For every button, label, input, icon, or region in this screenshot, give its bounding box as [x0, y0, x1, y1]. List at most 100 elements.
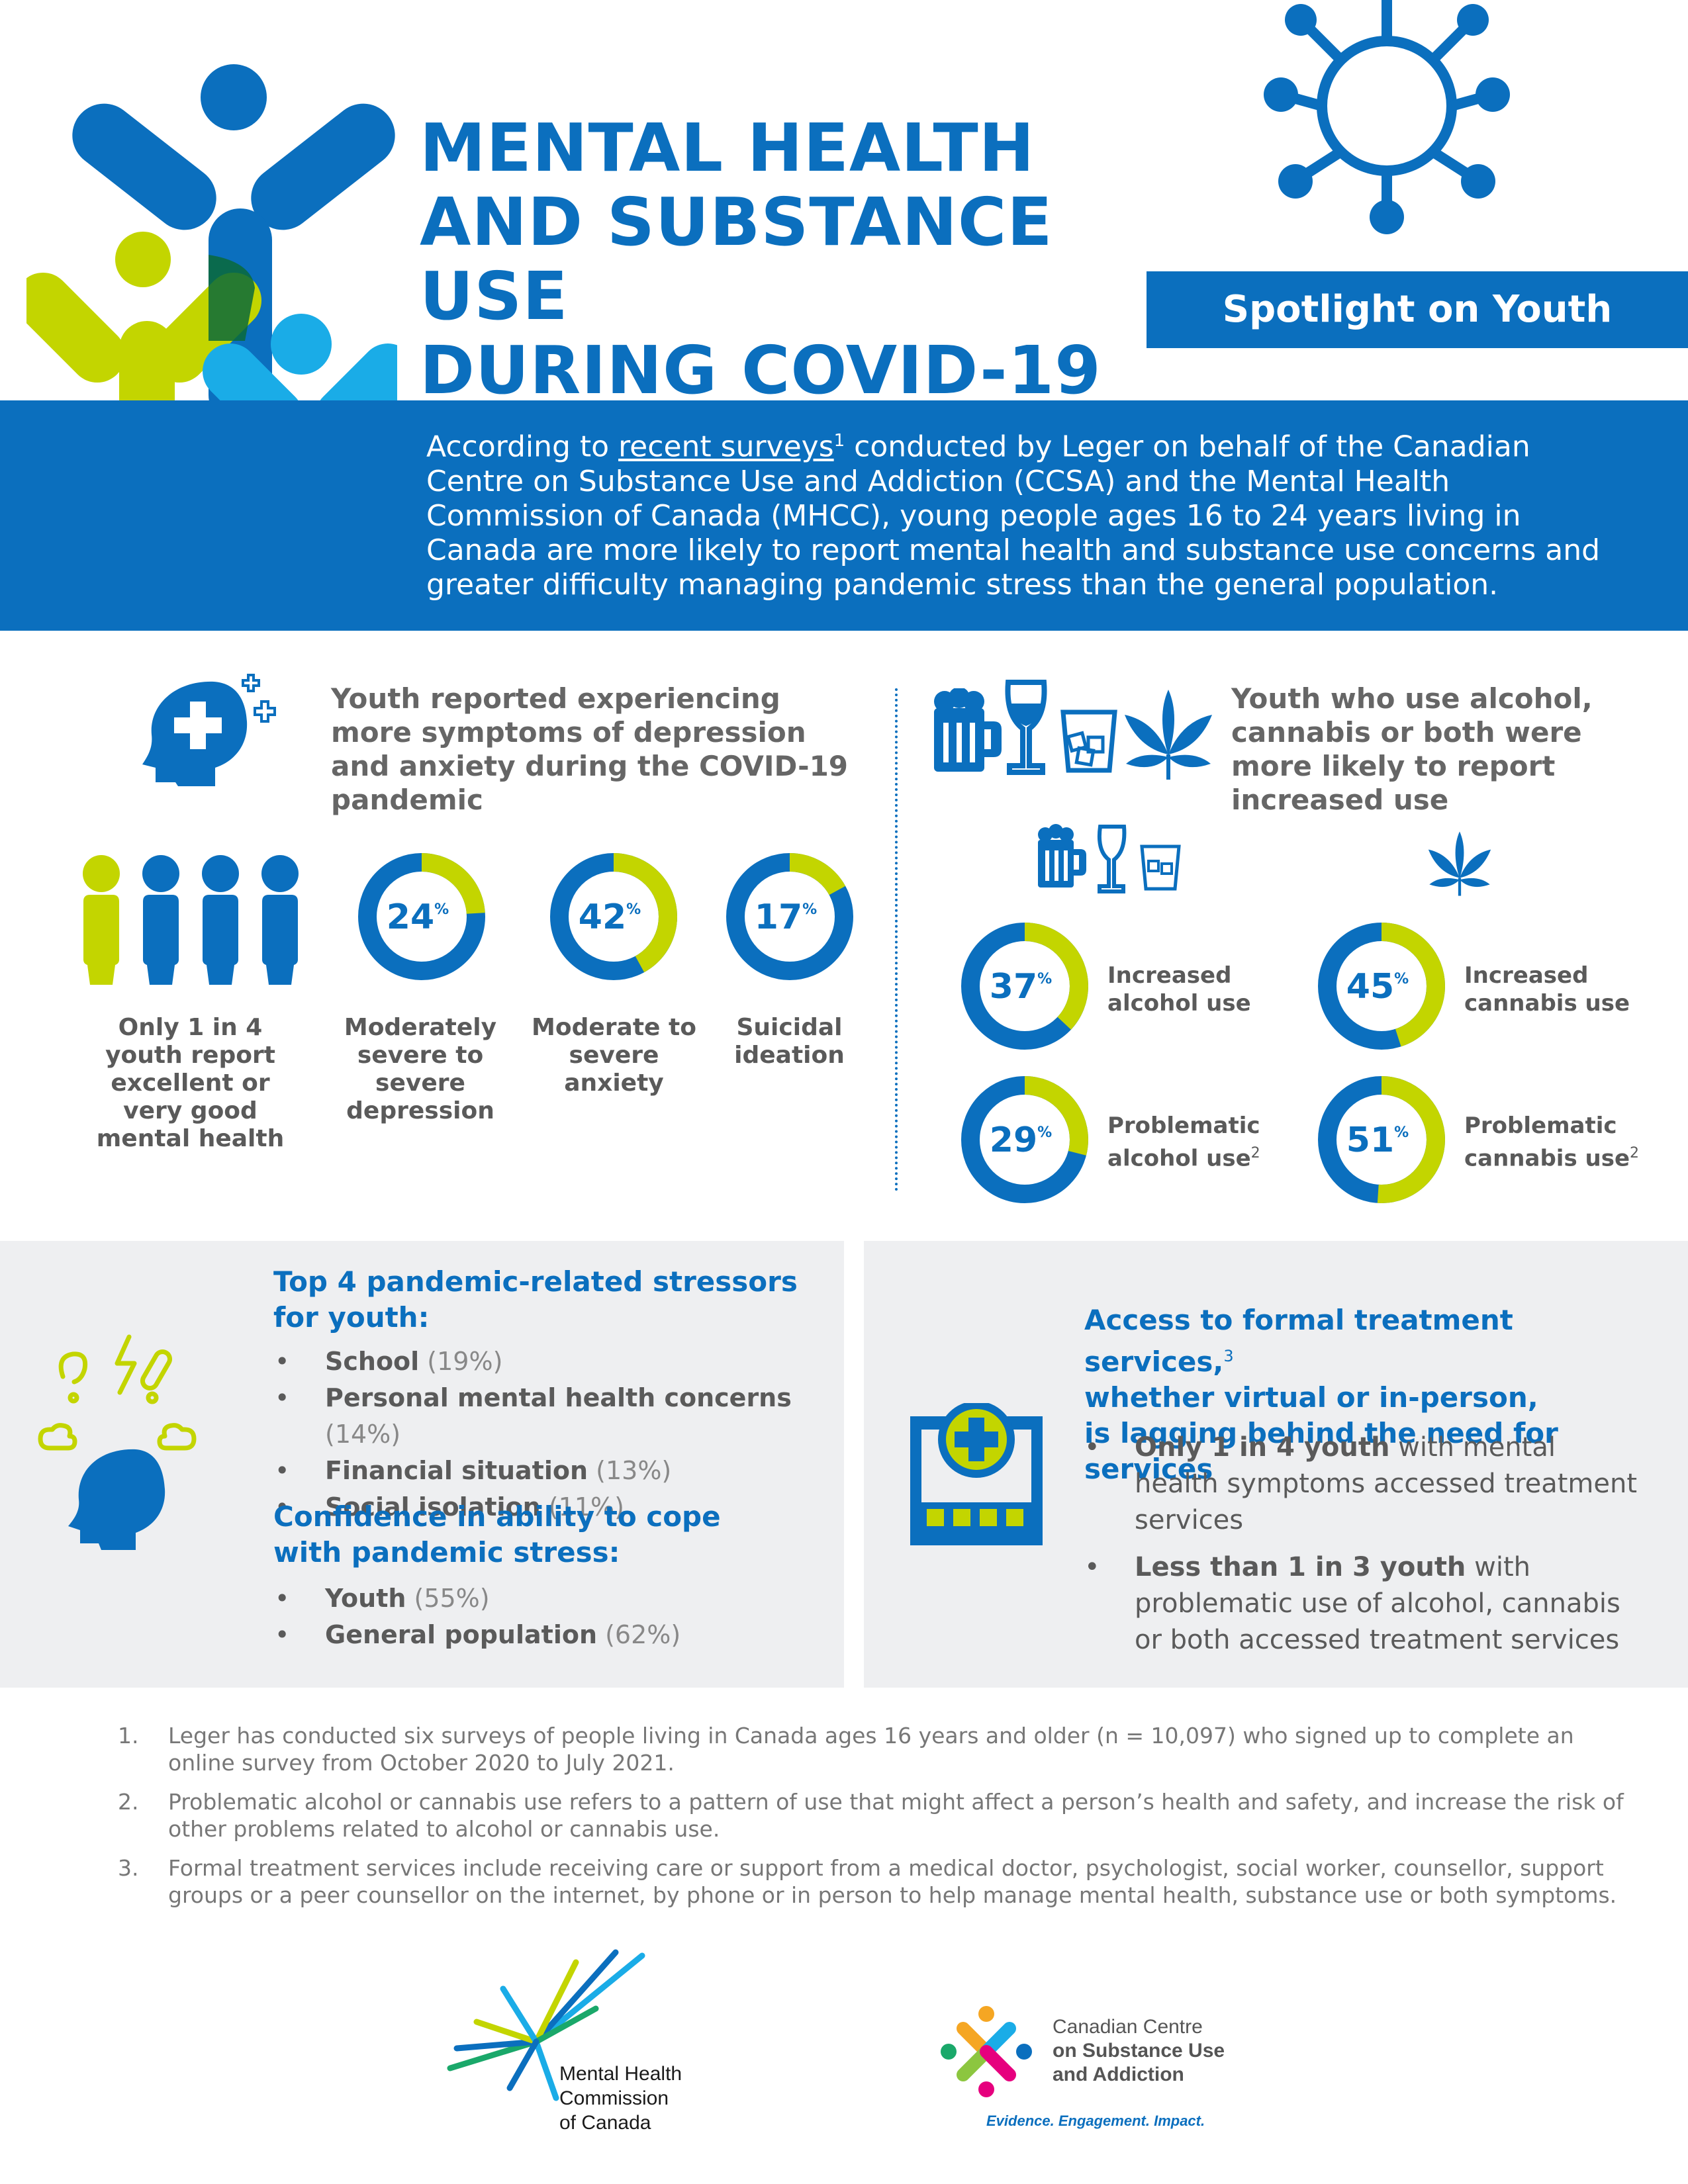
footnote-ref-2-alcohol: 2: [1250, 1145, 1260, 1161]
donut-suicidal: 17%: [726, 853, 853, 980]
mhcc-line-2: Commission: [559, 2087, 669, 2109]
stressors-heading: Top 4 pandemic-related stressors for you…: [273, 1264, 816, 1336]
increased-cannabis-label: Increased cannabis use: [1464, 962, 1630, 1017]
cope-list: Youth (55%) General population (62%): [275, 1580, 831, 1653]
list-item: Less than 1 in 3 youth with problematic …: [1084, 1549, 1640, 1659]
access-heading-line-1: Access to formal treatment services,: [1084, 1304, 1513, 1378]
stressor-label: School: [325, 1347, 420, 1376]
access-item-bold: Only 1 in 4 youth: [1135, 1432, 1390, 1463]
intro-text-rest: conducted by Leger on behalf of the Cana…: [426, 430, 1601, 602]
cannabis-leaf-icon: [1125, 690, 1212, 780]
people-label: Only 1 in 4 youth report excellent or ve…: [96, 1014, 285, 1152]
ccsa-logo-mark: [941, 2006, 1032, 2097]
footnote-number: 1.: [118, 1723, 139, 1749]
wine-glass-icon: [1005, 680, 1047, 775]
donut-increased-cannabis: 45%: [1318, 923, 1445, 1050]
footnote-text: Formal treatment services include receiv…: [168, 1855, 1617, 1908]
list-item: General population (62%): [275, 1617, 831, 1653]
footnote-ref-2-cannabis: 2: [1630, 1145, 1640, 1161]
donut-value-label: 29%: [990, 1120, 1052, 1160]
spotlight-banner: Spotlight on Youth: [1147, 271, 1688, 348]
whisky-glass-icon: [1060, 709, 1117, 773]
donut-value-label: 37%: [990, 967, 1052, 1007]
head-health-icon: [142, 674, 276, 786]
cope-heading-line-2: with pandemic stress:: [273, 1536, 620, 1569]
footnote-2: 2. Problematic alcohol or cannabis use r…: [118, 1788, 1627, 1843]
access-heading-line-2: whether virtual or in-person,: [1084, 1381, 1538, 1414]
footnote-ref-1: 1: [833, 431, 845, 451]
footnote-ref-3: 3: [1223, 1347, 1234, 1365]
ccsa-line-2: on Substance Use: [1053, 2040, 1225, 2062]
mhcc-logo-text: Mental Health Commission of Canada: [559, 2062, 682, 2135]
increased-alcohol-label-line-2: alcohol use: [1107, 990, 1251, 1017]
section-divider: [895, 688, 898, 1191]
cope-pct: (55%): [414, 1584, 490, 1613]
suicidal-label: Suicidal ideation: [734, 1014, 845, 1069]
donut-value-label: 17%: [755, 897, 817, 937]
increased-cannabis-label-line-1: Increased: [1464, 962, 1589, 989]
list-item: Youth (55%): [275, 1580, 831, 1617]
list-item: Only 1 in 4 youth with mental health sym…: [1084, 1430, 1640, 1539]
stressors-heading-line-2: for youth:: [273, 1301, 430, 1334]
stressor-label: Financial situation: [325, 1456, 588, 1485]
donut-value-arc: [961, 923, 1088, 1050]
increased-alcohol-label-line-1: Increased: [1107, 962, 1232, 989]
cannabis-leaf-icon-small: [1428, 831, 1491, 896]
problematic-alcohol-label-line-2: alcohol use: [1107, 1145, 1251, 1172]
donut-value-label: 51%: [1346, 1120, 1409, 1160]
access-item-text: with mental health symptoms accessed tre…: [1135, 1432, 1638, 1535]
donut-anxiety: 42%: [550, 853, 677, 980]
footnote-1: 1. Leger has conducted six surveys of pe…: [118, 1722, 1627, 1776]
stressor-pct: (14%): [325, 1420, 401, 1449]
ccsa-logo-text: Canadian Centre on Substance Use and Add…: [1053, 2015, 1225, 2087]
mhcc-logo-burst: [447, 1949, 645, 2101]
ccsa-line-3: and Addiction: [1053, 2064, 1184, 2085]
title-line-3: DURING COVID-19: [420, 332, 1102, 409]
increased-cannabis-label-line-2: cannabis use: [1464, 990, 1630, 1017]
cope-label: Youth: [325, 1584, 406, 1613]
ccsa-tagline: Evidence. Engagement. Impact.: [986, 2113, 1205, 2129]
intro-band: [0, 400, 1688, 631]
access-item-text: with problematic use of alcohol, cannabi…: [1135, 1552, 1620, 1655]
page-title: MENTAL HEALTH AND SUBSTANCE USE DURING C…: [420, 111, 1181, 408]
cope-heading-line-1: Confidence in ability to cope: [273, 1500, 721, 1533]
problematic-cannabis-label-line-1: Problematic: [1464, 1113, 1617, 1139]
donut-increased-alcohol: 37%: [961, 923, 1088, 1050]
title-line-2: AND SUBSTANCE USE: [420, 183, 1053, 335]
stressors-heading-line-1: Top 4 pandemic-related stressors: [273, 1265, 798, 1298]
recent-surveys-link[interactable]: recent surveys: [618, 430, 834, 464]
donut-problematic-cannabis: 51%: [1318, 1076, 1445, 1203]
stressors-list: School (19%) Personal mental health conc…: [275, 1343, 831, 1525]
alcohol-icons-small: [1038, 824, 1181, 893]
substance-heading: Youth who use alcohol, cannabis or both …: [1231, 682, 1593, 816]
footnote-number: 2.: [118, 1789, 139, 1815]
donut-value-arc: [358, 853, 485, 980]
footnote-3: 3. Formal treatment services include rec…: [118, 1854, 1627, 1909]
donut-value-arc: [1318, 1076, 1445, 1203]
depression-label: Moderately severe to severe depression: [344, 1014, 497, 1124]
footnote-number: 3.: [118, 1855, 139, 1881]
mental-heading: Youth reported experiencing more symptom…: [331, 682, 849, 816]
donut-value-label: 24%: [387, 897, 449, 937]
donut-value-label: 42%: [579, 897, 641, 937]
beer-mug-icon: [934, 688, 1002, 772]
list-item: Personal mental health concerns (14%): [275, 1380, 831, 1453]
problematic-alcohol-label: Problematic alcohol use2: [1107, 1112, 1260, 1172]
list-item: School (19%): [275, 1343, 831, 1380]
donut-depression: 24%: [358, 853, 485, 980]
ccsa-line-1: Canadian Centre: [1053, 2016, 1203, 2038]
virus-icon: [1264, 0, 1510, 234]
cope-heading: Confidence in ability to cope with pande…: [273, 1499, 816, 1570]
increased-alcohol-label: Increased alcohol use: [1107, 962, 1251, 1017]
stressed-head-icon: [38, 1334, 197, 1550]
intro-text-start: According to: [426, 430, 619, 464]
problematic-alcohol-label-line-1: Problematic: [1107, 1113, 1260, 1139]
access-list: Only 1 in 4 youth with mental health sym…: [1084, 1430, 1640, 1669]
stressor-label: Personal mental health concerns: [325, 1383, 792, 1412]
donut-value-label: 45%: [1346, 967, 1409, 1007]
mhcc-line-1: Mental Health: [559, 2063, 682, 2085]
hospital-icon: [910, 1403, 1043, 1545]
list-item: Social isolation (11%): [275, 1489, 831, 1525]
footnote-text: Problematic alcohol or cannabis use refe…: [168, 1789, 1624, 1842]
youth-figures-icon: [83, 855, 299, 985]
